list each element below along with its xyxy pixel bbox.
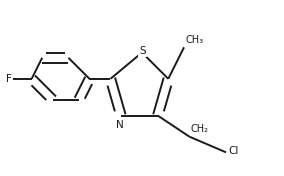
Text: CH₂: CH₂ [191,124,208,134]
Text: S: S [139,46,146,56]
Text: Cl: Cl [228,146,239,156]
Text: F: F [6,74,12,84]
Text: N: N [116,120,124,130]
Text: CH₃: CH₃ [185,35,203,45]
